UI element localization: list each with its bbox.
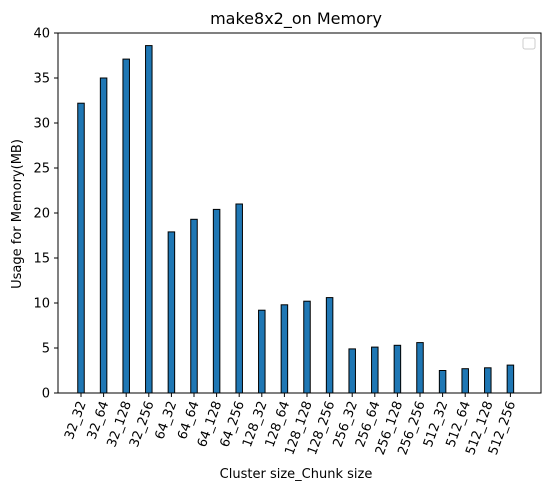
y-tick-label: 15 (33, 252, 50, 267)
bar-64_256 (235, 203, 243, 394)
y-tick-label: 25 (33, 162, 50, 177)
bar-512_64 (461, 368, 469, 394)
bar-32_32 (77, 102, 85, 394)
y-tick-label: 40 (33, 27, 50, 42)
y-tick-label: 10 (33, 297, 50, 312)
bars-group (77, 45, 515, 394)
y-tick-label: 30 (33, 117, 50, 132)
bar-128_32 (258, 309, 266, 394)
bar-256_128 (393, 344, 402, 394)
bar-512_128 (484, 367, 492, 394)
bar-128_64 (280, 304, 289, 394)
bar-256_32 (348, 348, 356, 394)
x-axis: 32_3232_6432_12832_25664_3264_6464_12864… (62, 393, 519, 457)
bar-128_128 (303, 300, 311, 394)
bar-64_32 (167, 231, 176, 394)
bar-128_256 (325, 297, 334, 394)
y-tick-label: 5 (42, 342, 50, 357)
bar-32_128 (122, 58, 130, 394)
y-axis: 0 5 10 15 20 25 30 35 40 (33, 27, 58, 402)
bar-256_256 (416, 342, 424, 394)
bar-512_32 (438, 370, 447, 394)
bar-256_64 (371, 346, 379, 394)
chart-title: make8x2_on Memory (210, 9, 382, 29)
bar-32_64 (99, 77, 108, 394)
y-tick-label: 35 (33, 72, 50, 87)
y-axis-label: Usage for Memory(MB) (10, 139, 25, 289)
plot-frame (57, 32, 542, 394)
y-tick-label: 0 (42, 387, 50, 402)
x-axis-label: Cluster size_Chunk size (220, 467, 373, 482)
y-tick-label: 20 (33, 207, 50, 222)
bar-64_64 (190, 218, 198, 394)
bar-64_128 (212, 208, 221, 394)
legend-box (522, 37, 536, 50)
bar-512_256 (506, 364, 515, 394)
bar-32_256 (145, 45, 153, 394)
